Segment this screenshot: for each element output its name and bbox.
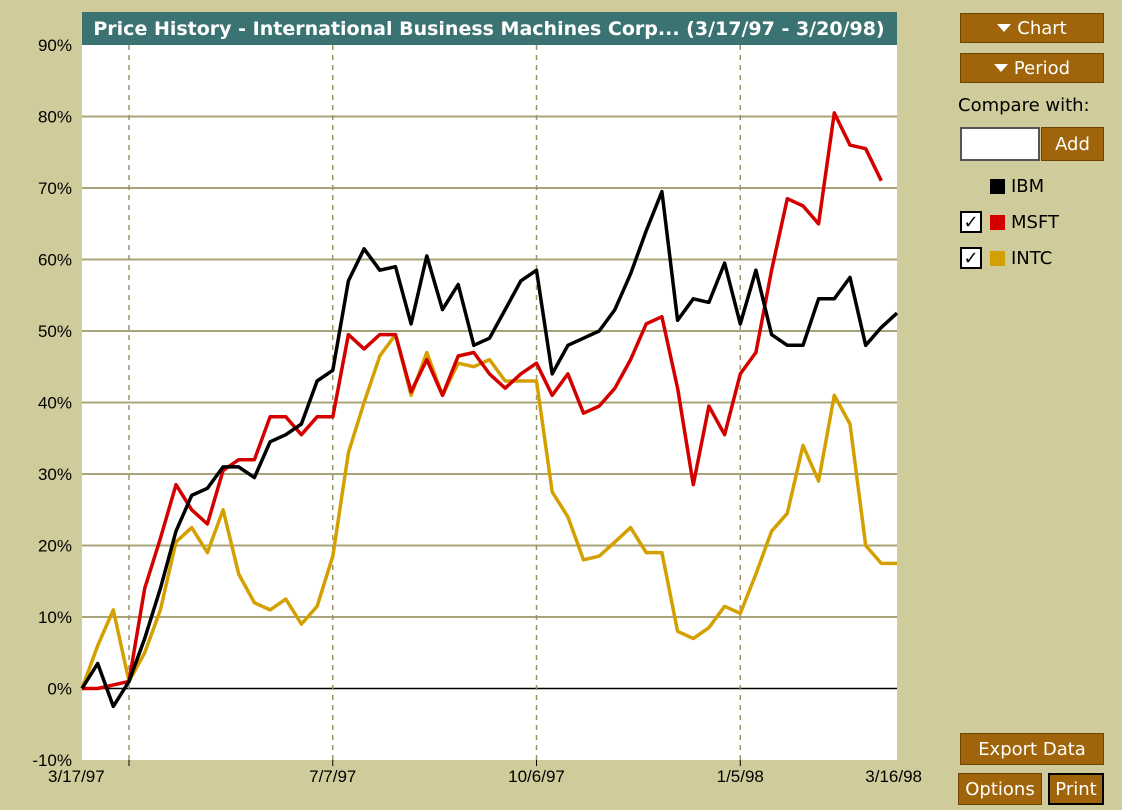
ibm-color-swatch (990, 179, 1005, 194)
compare-symbol-input[interactable] (960, 127, 1040, 161)
chart-title: Price History - International Business M… (93, 18, 884, 40)
chevron-down-icon (997, 24, 1011, 32)
x-tick-label: 3/16/98 (865, 767, 922, 786)
add-compare-button[interactable]: Add (1041, 127, 1104, 161)
x-tick-label: 3/17/97 (48, 767, 105, 786)
msft-checkbox[interactable]: ✓ (960, 211, 982, 233)
legend-label: IBM (1011, 176, 1044, 197)
period-menu-button[interactable]: Period (960, 53, 1104, 83)
legend-label: INTC (1011, 248, 1052, 269)
print-button[interactable]: Print (1048, 773, 1104, 805)
compare-with-label: Compare with: (958, 95, 1090, 116)
x-tick-label: 10/6/97 (508, 767, 565, 786)
legend-label: MSFT (1011, 212, 1059, 233)
y-tick-label: 40% (38, 394, 72, 413)
intc-color-swatch (990, 251, 1005, 266)
y-tick-label: 90% (38, 36, 72, 55)
x-tick-label: 7/7/97 (309, 767, 356, 786)
legend-item-msft: ✓ MSFT (960, 209, 1059, 235)
chart-menu-button[interactable]: Chart (960, 13, 1104, 43)
intc-checkbox[interactable]: ✓ (960, 247, 982, 269)
y-tick-label: 30% (38, 465, 72, 484)
y-tick-label: 60% (38, 251, 72, 270)
period-menu-label: Period (1014, 58, 1070, 79)
export-data-button[interactable]: Export Data (960, 733, 1104, 765)
x-tick-label: 1/5/98 (717, 767, 764, 786)
y-tick-label: 80% (38, 108, 72, 127)
options-button[interactable]: Options (958, 773, 1042, 805)
legend-item-ibm: IBM (960, 173, 1044, 199)
y-tick-label: 50% (38, 322, 72, 341)
msft-color-swatch (990, 215, 1005, 230)
y-tick-label: 20% (38, 537, 72, 556)
legend-item-intc: ✓ INTC (960, 245, 1052, 271)
y-tick-label: 10% (38, 608, 72, 627)
chart-menu-label: Chart (1017, 18, 1066, 39)
y-tick-label: 0% (47, 680, 72, 699)
y-tick-label: 70% (38, 179, 72, 198)
chevron-down-icon (994, 64, 1008, 72)
